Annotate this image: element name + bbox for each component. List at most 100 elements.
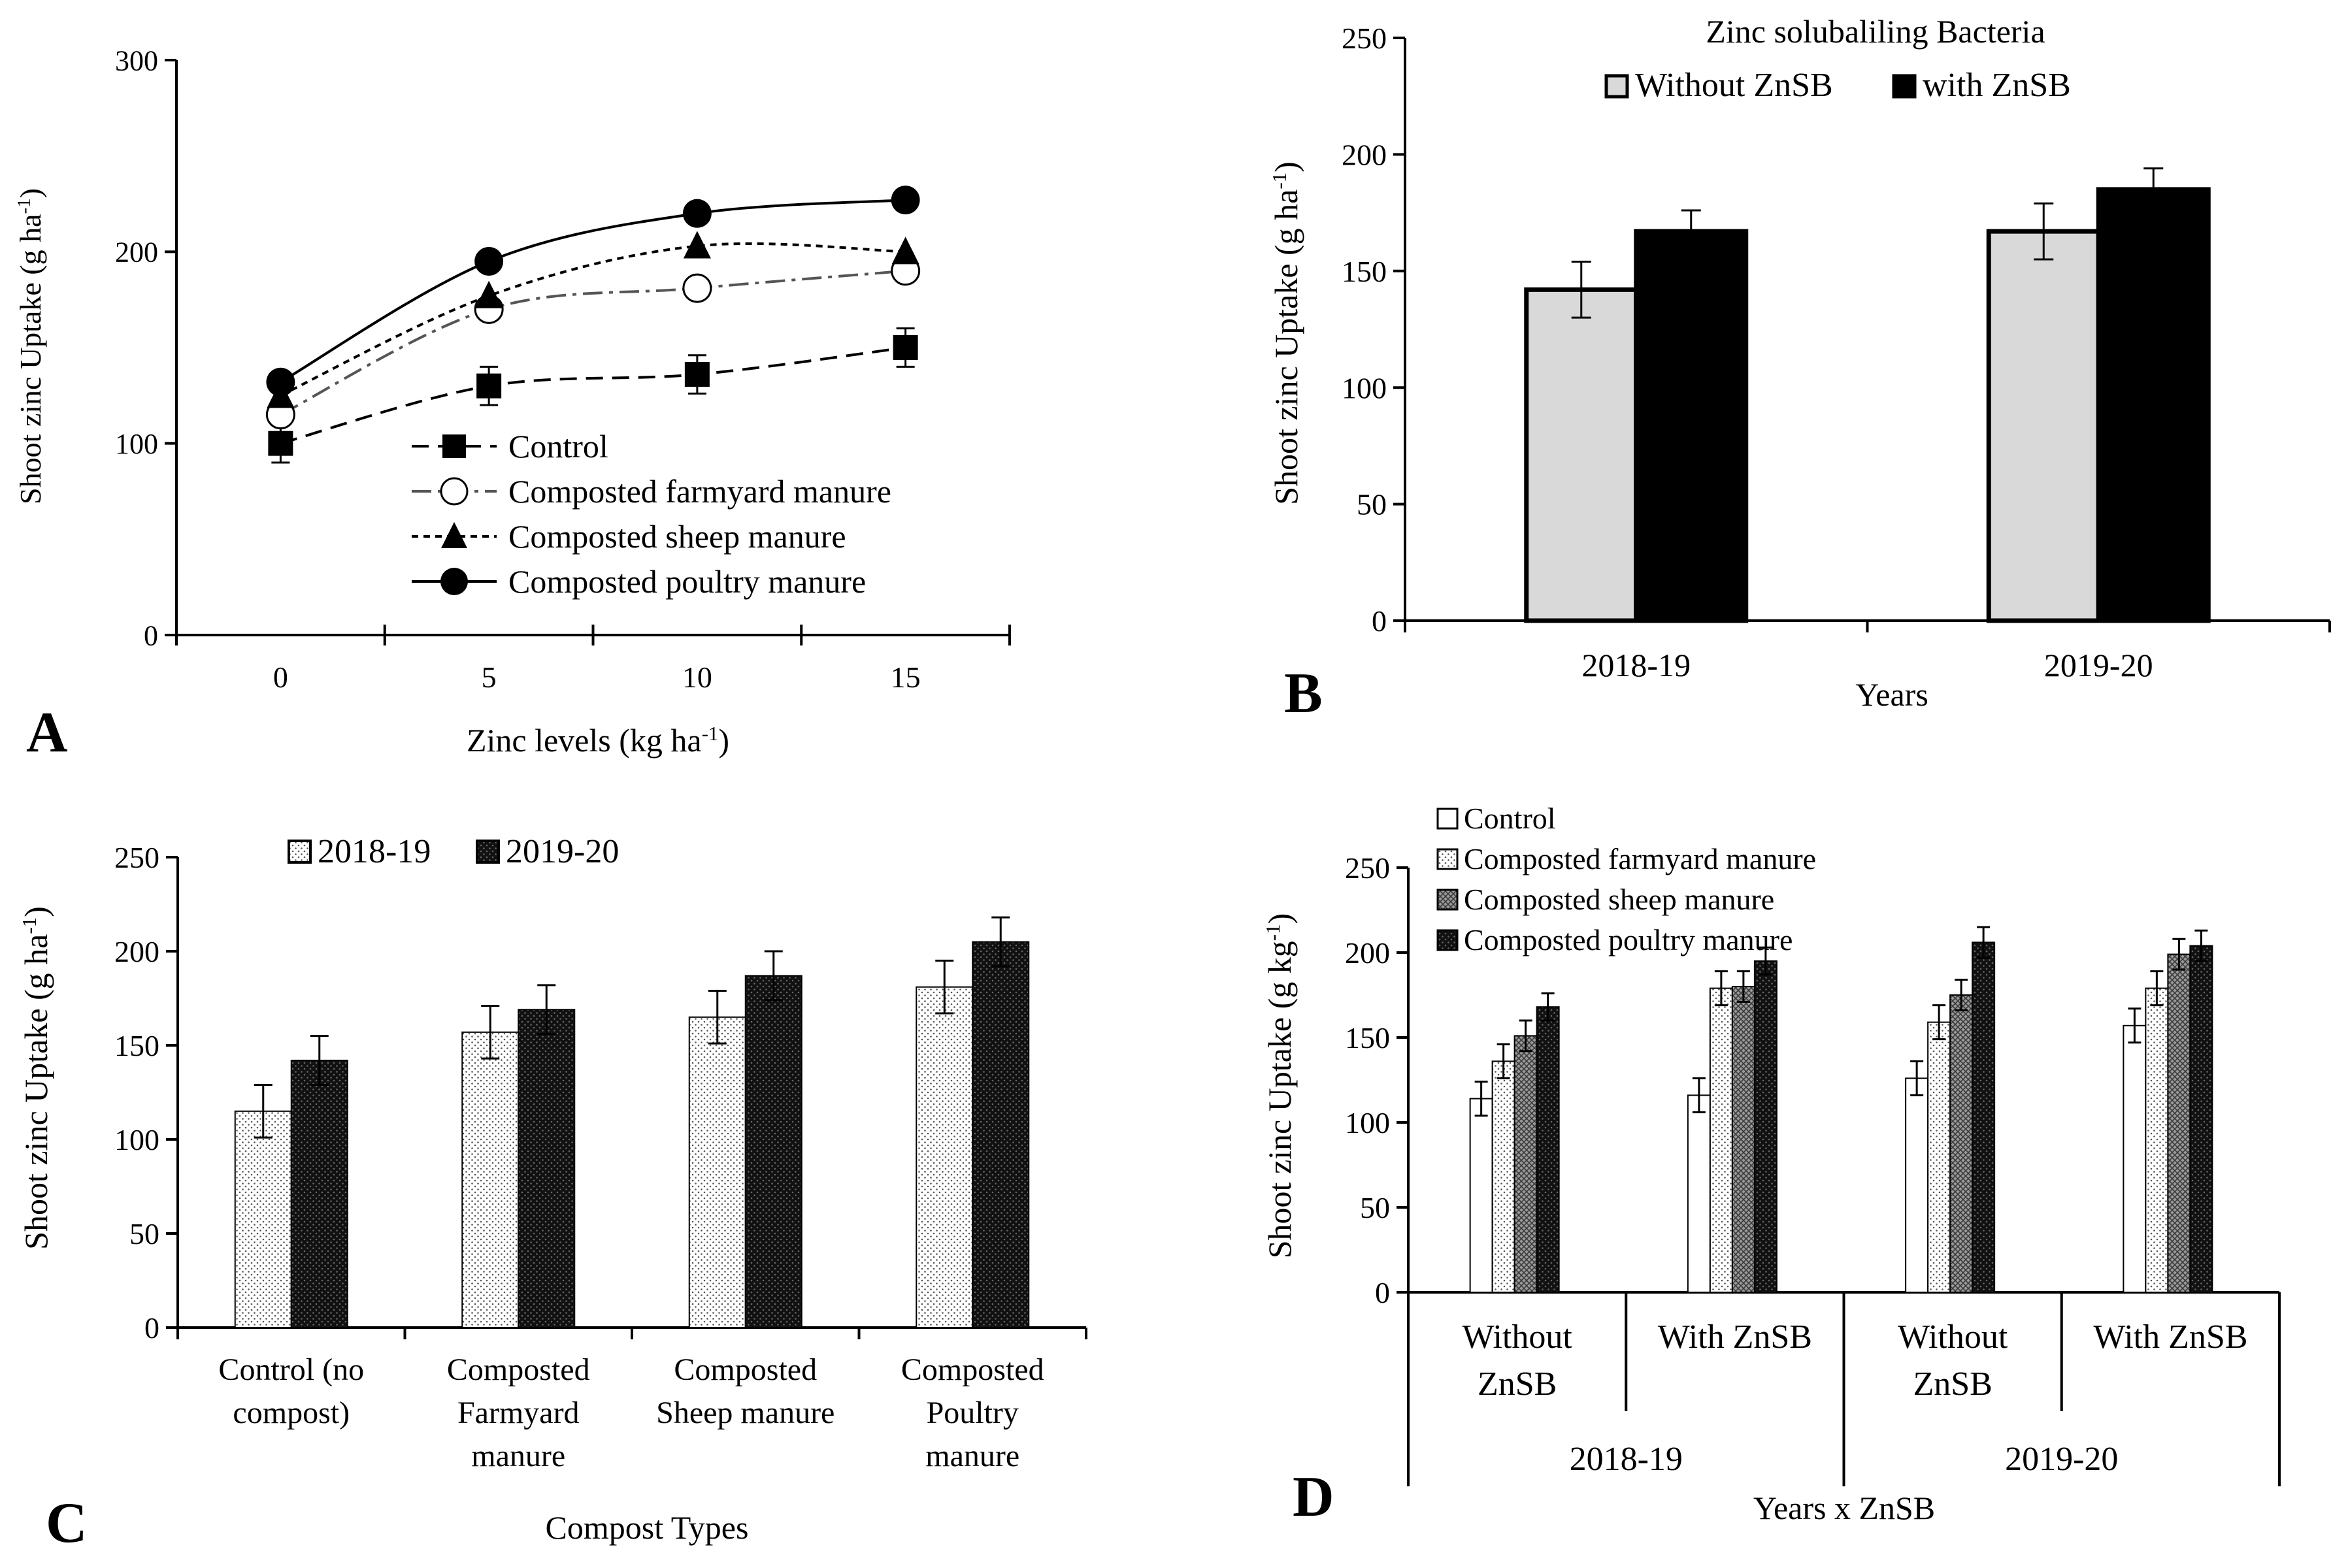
a-x-tick-label: 5 bbox=[482, 661, 497, 694]
d-legend-label: Control bbox=[1464, 802, 1556, 835]
a-y-tick-label: 100 bbox=[115, 428, 158, 460]
b-legend-title: Zinc solubaliling Bacteria bbox=[1706, 13, 2045, 50]
c-bar bbox=[972, 941, 1030, 1328]
panel-c-bar-chart: 0 50 100 150 200 250 Control (no compost) Compos… bbox=[18, 833, 1087, 1546]
d-x-tick-label: Without bbox=[1898, 1318, 2008, 1356]
c-bar bbox=[916, 986, 974, 1328]
b-y-tick-label: 100 bbox=[1342, 371, 1387, 404]
c-x-tick-label: compost) bbox=[233, 1396, 350, 1430]
a-y-tick-label: 0 bbox=[144, 619, 158, 651]
c-bar bbox=[461, 1031, 520, 1328]
a-x-tick-label: 0 bbox=[273, 661, 288, 694]
b-y-tick-label: 200 bbox=[1342, 139, 1387, 172]
panel-a-line-chart: 0 100 200 300 0 5 10 15 Zinc levels (kg ha-1) Sho… bbox=[14, 44, 1011, 759]
b-x-tick-label: 2018-19 bbox=[1581, 647, 1691, 683]
a-y-axis-title: Shoot zinc Uptake (g ha-1) bbox=[14, 188, 47, 504]
b-legend-label: with ZnSB bbox=[1923, 67, 2071, 104]
a-legend: Control Composted farmyard manure Composte… bbox=[412, 428, 891, 600]
d-y-tick-label: 200 bbox=[1345, 936, 1390, 970]
a-x-tick-label: 15 bbox=[891, 661, 921, 694]
d-bar bbox=[2167, 953, 2191, 1293]
d-legend-swatch bbox=[1436, 808, 1459, 830]
c-y-tick-label: 0 bbox=[144, 1311, 159, 1345]
c-legend-swatch bbox=[476, 840, 500, 864]
a-series-line bbox=[280, 242, 906, 397]
c-legend-swatch bbox=[288, 840, 312, 864]
panel-d-bar-chart: 0 50 100 150 200 250 Without ZnSB With ZnSB Witho… bbox=[1261, 802, 2281, 1526]
a-legend-label: Composted sheep manure bbox=[508, 518, 846, 555]
a-point bbox=[682, 199, 712, 228]
panel-b-bar-chart: 0 50 100 150 200 250 2018-19 2019-20 Years Shoot … bbox=[1268, 13, 2331, 713]
d-legend-swatch bbox=[1436, 929, 1459, 951]
d-legend-label: Composted farmyard manure bbox=[1464, 842, 1816, 875]
a-point bbox=[891, 186, 920, 215]
c-x-tick-label: Sheep manure bbox=[656, 1396, 835, 1430]
b-bar bbox=[2096, 187, 2211, 623]
a-point bbox=[266, 367, 295, 397]
c-legend-label: 2019-20 bbox=[506, 833, 619, 870]
a-point bbox=[683, 231, 711, 259]
d-bar bbox=[1469, 1098, 1493, 1293]
d-legend-label: Composted poultry manure bbox=[1464, 923, 1793, 956]
d-y-tick-label: 0 bbox=[1375, 1276, 1390, 1309]
a-point bbox=[268, 431, 293, 456]
d-group-label: 2018-19 bbox=[1570, 1441, 1683, 1478]
c-x-tick-label: Poultry bbox=[927, 1396, 1019, 1430]
a-legend-label: Composted farmyard manure bbox=[508, 473, 891, 510]
d-x-tick-label: Without bbox=[1462, 1318, 1572, 1356]
a-x-axis-title: Zinc levels (kg ha-1) bbox=[467, 722, 729, 759]
a-legend-label: Control bbox=[508, 428, 608, 465]
a-series-line bbox=[280, 269, 906, 416]
c-y-tick-label: 50 bbox=[129, 1217, 159, 1250]
c-x-tick-label: Composted bbox=[901, 1352, 1044, 1387]
a-point bbox=[476, 373, 502, 399]
c-x-axis-title: Compost Types bbox=[546, 1509, 749, 1546]
b-bar bbox=[1634, 229, 1749, 623]
panel-letter-a: A bbox=[26, 701, 68, 764]
c-bar bbox=[688, 1016, 746, 1329]
d-y-tick-label: 50 bbox=[1360, 1191, 1390, 1224]
d-legend-swatch bbox=[1436, 889, 1459, 911]
b-legend-swatch bbox=[1892, 74, 1917, 99]
c-x-tick-label: manure bbox=[471, 1439, 565, 1473]
c-legend-label: 2018-19 bbox=[318, 833, 431, 870]
d-y-tick-label: 100 bbox=[1345, 1106, 1390, 1139]
d-bar bbox=[1731, 986, 1755, 1293]
d-bar bbox=[1513, 1035, 1538, 1294]
a-point bbox=[474, 247, 504, 276]
panel-letter-c: C bbox=[46, 1492, 88, 1555]
panel-letter-d: D bbox=[1293, 1465, 1334, 1529]
a-series-3 bbox=[266, 186, 920, 397]
a-legend-marker bbox=[440, 477, 469, 506]
c-legend: 2018-19 2019-20 bbox=[288, 833, 619, 870]
c-y-tick-label: 250 bbox=[114, 841, 159, 874]
b-legend-label: Without ZnSB bbox=[1635, 67, 1833, 104]
d-bar bbox=[1753, 960, 1778, 1293]
b-legend-swatch bbox=[1604, 74, 1629, 99]
panel-letter-b: B bbox=[1284, 662, 1323, 725]
a-point bbox=[682, 273, 712, 303]
a-series-0 bbox=[268, 327, 918, 464]
d-legend-swatch bbox=[1436, 848, 1459, 870]
d-bar bbox=[2189, 945, 2213, 1293]
a-series-line bbox=[280, 346, 906, 445]
c-x-tick-label: Farmyard bbox=[457, 1396, 580, 1430]
d-x-tick-label: With ZnSB bbox=[1658, 1318, 1812, 1356]
c-x-tick-label: Composted bbox=[447, 1352, 590, 1387]
c-bar bbox=[518, 1009, 576, 1329]
d-x-tick-label: With ZnSB bbox=[2093, 1318, 2247, 1356]
c-bar bbox=[290, 1060, 348, 1329]
d-y-axis-title: Shoot zinc Uptake (g kg-1) bbox=[1261, 913, 1298, 1259]
a-series-line bbox=[280, 199, 906, 384]
a-legend-marker bbox=[442, 434, 466, 458]
a-series-2 bbox=[267, 231, 919, 408]
c-x-tick-label: manure bbox=[925, 1439, 1019, 1473]
c-y-tick-label: 100 bbox=[114, 1123, 159, 1156]
c-y-tick-label: 150 bbox=[114, 1029, 159, 1062]
d-x-tick-label: ZnSB bbox=[1478, 1365, 1557, 1403]
d-bar bbox=[1949, 994, 1974, 1293]
a-y-tick-label: 300 bbox=[115, 44, 158, 76]
d-y-tick-label: 250 bbox=[1345, 851, 1390, 885]
d-bar bbox=[1709, 987, 1733, 1293]
